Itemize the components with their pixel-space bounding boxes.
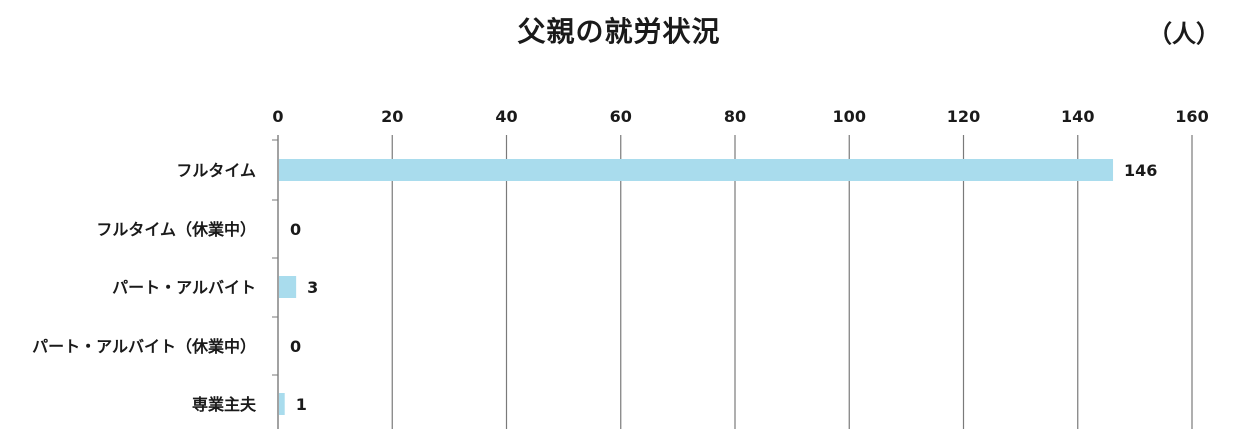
x-tick-label-0: 0 xyxy=(272,107,283,126)
data-labels: 146 0 3 0 1 xyxy=(290,161,1157,414)
data-label-1: 0 xyxy=(290,220,301,239)
bar-0 xyxy=(279,159,1114,181)
bar-2 xyxy=(279,276,297,298)
bars xyxy=(279,159,1114,415)
x-tick-label-40: 40 xyxy=(495,107,517,126)
gridlines xyxy=(277,135,1193,429)
x-tick-label-120: 120 xyxy=(947,107,980,126)
category-label-3: パート・アルバイト（休業中） xyxy=(32,337,256,356)
x-axis: 0 20 40 60 80 100 120 140 160 xyxy=(272,107,1209,376)
x-tick-label-20: 20 xyxy=(381,107,403,126)
x-tick-label-60: 60 xyxy=(610,107,632,126)
bar-4 xyxy=(279,393,285,415)
category-label-4: 専業主夫 xyxy=(192,395,257,414)
chart-title: 父親の就労状況 xyxy=(517,15,721,48)
x-tick-label-140: 140 xyxy=(1061,107,1094,126)
data-label-0: 146 xyxy=(1124,161,1157,180)
x-tick-label-100: 100 xyxy=(833,107,866,126)
data-label-3: 0 xyxy=(290,337,301,356)
category-label-2: パート・アルバイト xyxy=(112,278,256,297)
data-label-2: 3 xyxy=(307,278,318,297)
x-tick-label-160: 160 xyxy=(1175,107,1208,126)
data-label-4: 1 xyxy=(296,395,307,414)
x-tick-label-80: 80 xyxy=(724,107,746,126)
category-label-1: フルタイム（休業中） xyxy=(96,220,256,239)
category-label-0: フルタイム xyxy=(176,161,256,180)
unit-label: （人） xyxy=(1148,20,1220,48)
